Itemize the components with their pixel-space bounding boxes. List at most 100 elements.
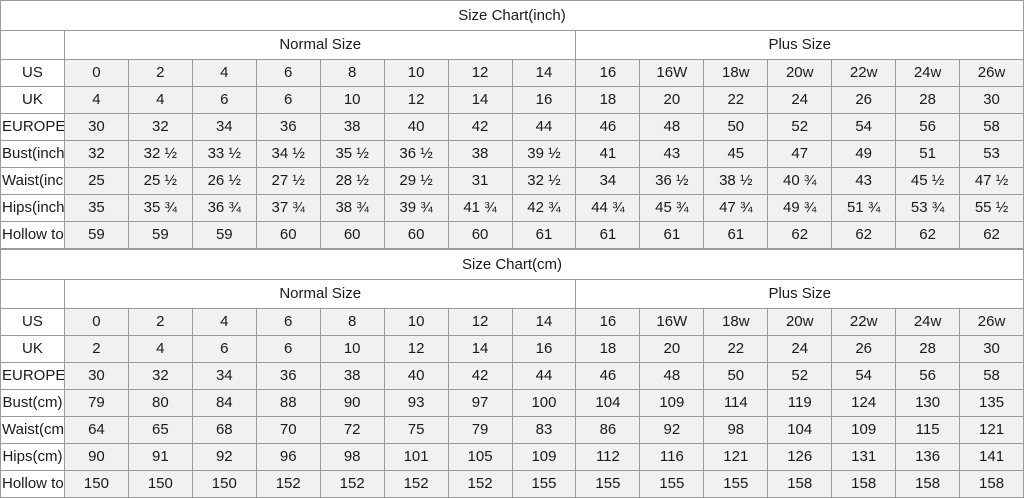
data-cell: 58 <box>959 362 1024 390</box>
table-row: Hollow to Floor With Shoes On(inch)59595… <box>0 221 1024 249</box>
data-cell: 8 <box>319 59 385 87</box>
data-cell: 16W <box>639 59 705 87</box>
data-cell: 79 <box>63 389 129 417</box>
group-header-spacer <box>0 279 65 309</box>
data-cell: 62 <box>895 221 961 249</box>
row-label: US <box>0 59 65 87</box>
data-cell: 43 <box>831 167 897 195</box>
data-cell: 58 <box>959 113 1024 141</box>
data-cell: 96 <box>255 443 321 471</box>
data-cell: 35 ½ <box>319 140 385 168</box>
data-cell: 26 <box>831 86 897 114</box>
data-cell: 49 ¾ <box>767 194 833 222</box>
data-cell: 109 <box>511 443 577 471</box>
data-cell: 112 <box>575 443 641 471</box>
data-cell: 36 <box>255 362 321 390</box>
data-cell: 152 <box>255 470 321 498</box>
data-cell: 10 <box>319 335 385 363</box>
data-cell: 62 <box>959 221 1024 249</box>
data-cell: 10 <box>383 59 449 87</box>
data-cell: 18 <box>575 335 641 363</box>
data-cell: 20w <box>767 308 833 336</box>
data-cell: 24 <box>767 335 833 363</box>
data-cell: 26 ½ <box>191 167 257 195</box>
data-cell: 18w <box>703 59 769 87</box>
data-cell: 22w <box>831 308 897 336</box>
table-row: Bust(inch) 32 32 ½ 33 ½ 34 ½ 35 ½ 36 ½ 38 39 ½ 41… <box>0 140 1024 168</box>
data-cell: 56 <box>895 362 961 390</box>
data-cell: 115 <box>895 416 961 444</box>
data-cell: 104 <box>767 416 833 444</box>
table-row: Bust(cm) 79 80 84 88 90 93 97 100 104 109 114 119 124… <box>0 389 1024 417</box>
table-row: Hollow to Floor With Shoes On(cm)1501501… <box>0 470 1024 498</box>
data-cell: 20w <box>767 59 833 87</box>
data-cell: 109 <box>639 389 705 417</box>
data-cell: 30 <box>63 113 129 141</box>
data-cell: 12 <box>447 59 513 87</box>
group-header-row: Normal Size Plus Size <box>0 279 1024 309</box>
data-cell: 158 <box>959 470 1024 498</box>
data-cell: 6 <box>191 86 257 114</box>
data-cell: 50 <box>703 113 769 141</box>
data-cell: 44 <box>511 113 577 141</box>
data-cell: 0 <box>63 59 129 87</box>
data-cell: 158 <box>767 470 833 498</box>
data-cell: 88 <box>255 389 321 417</box>
data-cell: 70 <box>255 416 321 444</box>
data-cell: 44 <box>511 362 577 390</box>
data-cell: 29 ½ <box>383 167 449 195</box>
data-cell: 35 <box>63 194 129 222</box>
data-cell: 150 <box>127 470 193 498</box>
row-label: US <box>0 308 65 336</box>
data-cell: 2 <box>127 308 193 336</box>
data-cell: 126 <box>767 443 833 471</box>
data-cell: 34 <box>191 362 257 390</box>
data-cell: 62 <box>831 221 897 249</box>
data-cell: 60 <box>319 221 385 249</box>
data-cell: 22w <box>831 59 897 87</box>
data-cell: 48 <box>639 113 705 141</box>
data-cell: 32 <box>63 140 129 168</box>
table-row: UK 2 4 6 6 10 12 14 16 18 20 22 24 26 28 30 <box>0 335 1024 363</box>
data-cell: 61 <box>639 221 705 249</box>
data-cell: 36 ½ <box>383 140 449 168</box>
group-header-plus-size: Plus Size <box>575 279 1024 309</box>
row-label: Bust(inch) <box>0 140 65 168</box>
data-cell: 4 <box>127 335 193 363</box>
row-label: Waist(inch) <box>0 167 65 195</box>
data-cell: 54 <box>831 362 897 390</box>
group-header-normal-size: Normal Size <box>63 30 577 60</box>
data-cell: 12 <box>383 335 449 363</box>
data-cell: 61 <box>703 221 769 249</box>
data-cell: 14 <box>447 86 513 114</box>
data-cell: 83 <box>511 416 577 444</box>
data-cell: 4 <box>191 308 257 336</box>
data-cell: 12 <box>383 86 449 114</box>
data-cell: 22 <box>703 86 769 114</box>
row-label: EUROPE <box>0 113 65 141</box>
data-cell: 155 <box>511 470 577 498</box>
table-row: Waist(cm) 64 65 68 70 72 75 79 83 86 92 98 104 109 115… <box>0 416 1024 444</box>
data-cell: 35 ¾ <box>127 194 193 222</box>
data-cell: 32 ½ <box>127 140 193 168</box>
data-cell: 10 <box>383 308 449 336</box>
data-cell: 50 <box>703 362 769 390</box>
data-cell: 34 <box>191 113 257 141</box>
data-cell: 4 <box>191 59 257 87</box>
data-cell: 16 <box>575 59 641 87</box>
data-cell: 14 <box>511 59 577 87</box>
data-cell: 47 <box>767 140 833 168</box>
data-cell: 141 <box>959 443 1024 471</box>
data-cell: 68 <box>191 416 257 444</box>
data-cell: 104 <box>575 389 641 417</box>
table-row: US 0 2 4 6 8 10 12 14 16 16W 18w 20w 22w 24w 26w <box>0 308 1024 336</box>
data-cell: 30 <box>959 335 1024 363</box>
data-cell: 158 <box>831 470 897 498</box>
data-cell: 80 <box>127 389 193 417</box>
data-cell: 60 <box>447 221 513 249</box>
data-cell: 42 ¾ <box>511 194 577 222</box>
data-cell: 26 <box>831 335 897 363</box>
title-row: Size Chart(cm) <box>0 249 1024 280</box>
